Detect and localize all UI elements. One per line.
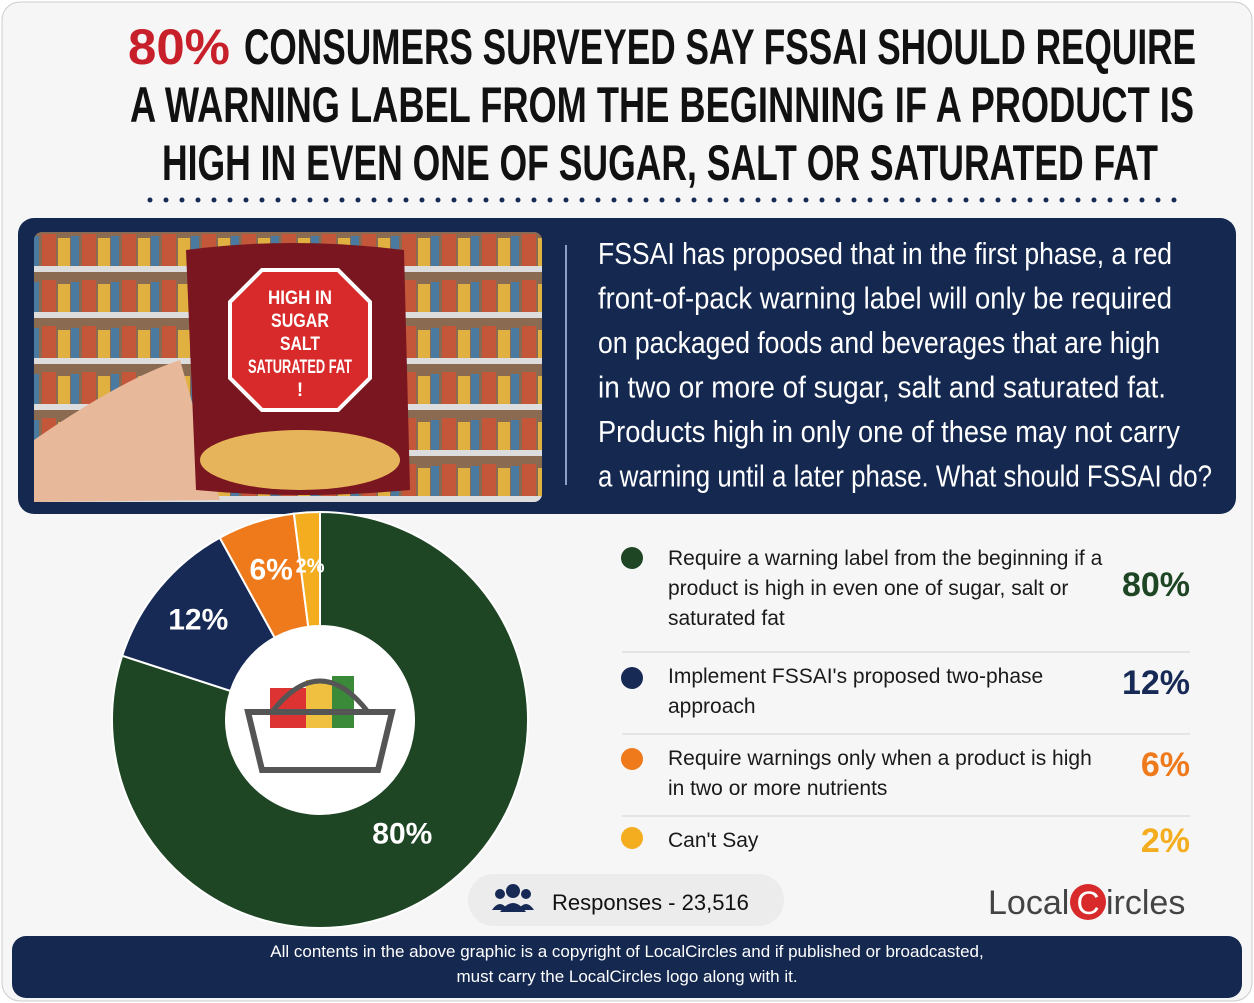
logo-mark: C (1076, 885, 1099, 921)
package-label: HIGH IN (268, 288, 332, 309)
slice-label: 6% (249, 554, 292, 587)
basket-icon (244, 676, 396, 773)
pie-slice (120, 536, 277, 693)
package-label: SUGAR (271, 311, 329, 332)
logo-pin (1070, 884, 1106, 920)
warning-octagon (228, 268, 372, 412)
legend-percent: 6% (1140, 746, 1190, 784)
footer-line: All contents in the above graphic is a c… (270, 942, 984, 961)
legend-label: Implement FSSAI's proposed two-phase app… (668, 665, 1044, 718)
hand (34, 360, 220, 502)
description-line: in two or more of sugar, salt and satura… (598, 370, 1166, 405)
description-line: Products high in only one of these may n… (598, 414, 1180, 449)
chips (200, 430, 400, 490)
package-label: ! (297, 380, 303, 401)
title-line: A WARNING LABEL FROM THE BEGINNING IF A … (130, 77, 1194, 133)
legend-label: Require warnings only when a product is … (668, 747, 1092, 800)
description-line: front-of-pack warning label will only be… (598, 281, 1172, 316)
description-line: FSSAI has proposed that in the first pha… (598, 236, 1172, 271)
legend-percent: 80% (1121, 566, 1190, 604)
title-line: HIGH IN EVEN ONE OF SUGAR, SALT OR SATUR… (162, 135, 1158, 191)
pie-slice (111, 510, 529, 929)
title-highlight: 80% (128, 19, 230, 75)
responses-pill (468, 874, 784, 926)
legend-percent: 12% (1121, 664, 1190, 702)
legend-percent: 2% (1140, 822, 1190, 860)
legend-dot (621, 748, 643, 770)
slice-label: 12% (168, 603, 228, 636)
package-label: SALT (280, 334, 320, 355)
description-line: on packaged foods and beverages that are… (598, 325, 1160, 360)
logo-right: ircles (1106, 884, 1185, 922)
legend-dot (621, 547, 643, 569)
footer-bar (12, 936, 1242, 998)
logo-left: Local (988, 884, 1069, 922)
legend-label: Require a warning label from the beginni… (668, 547, 1103, 630)
title-line: CONSUMERS SURVEYED SAY FSSAI SHOULD REQU… (244, 19, 1196, 75)
slice-label: 2% (296, 555, 325, 577)
legend-dot (621, 667, 643, 689)
legend-dot (621, 827, 643, 849)
slice-label: 80% (372, 817, 432, 850)
package-label: SATURATED FAT (248, 357, 352, 378)
pie-slice (292, 510, 321, 628)
people-icon (492, 884, 534, 912)
legend-label: Can't Say (668, 829, 759, 852)
footer-line: must carry the LocalCircles logo along w… (456, 967, 798, 986)
description-line: a warning until a later phase. What shou… (598, 459, 1212, 494)
responses: Responses - 23,516 (552, 890, 749, 915)
